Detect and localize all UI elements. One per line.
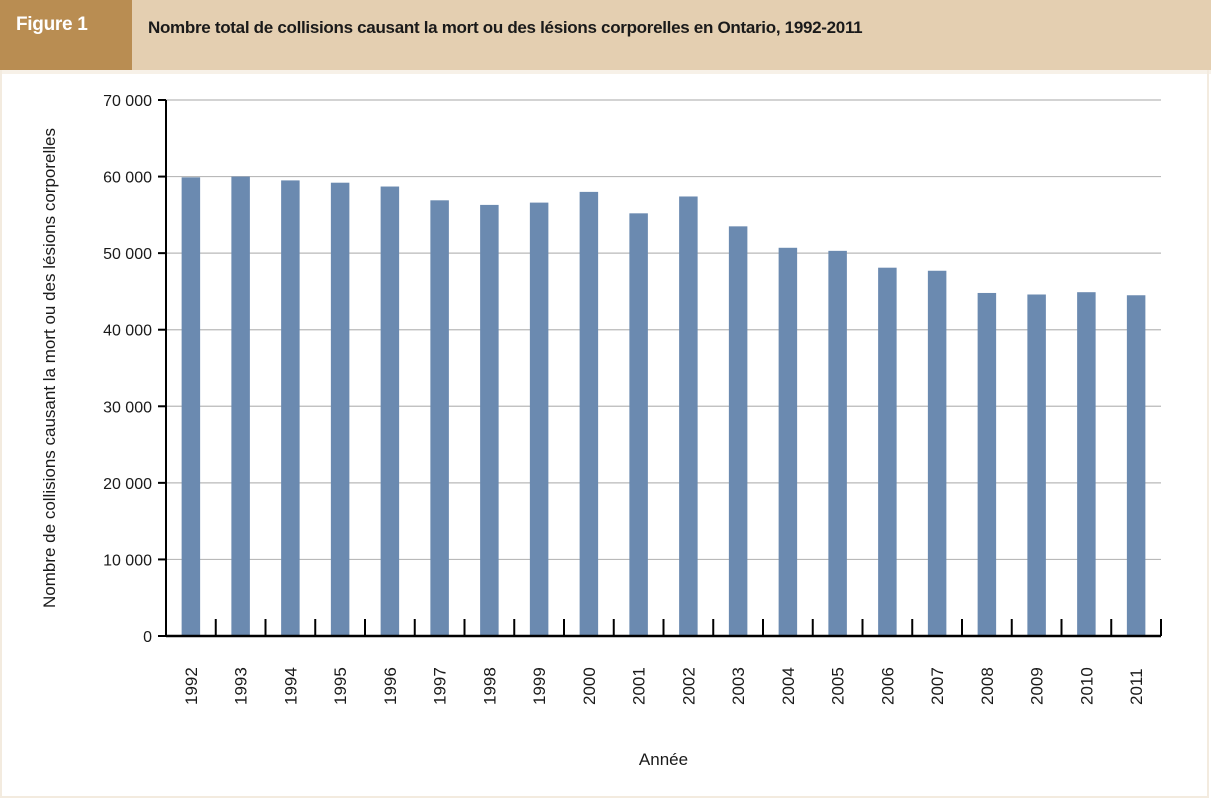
- x-tick-label: 2007: [928, 667, 947, 705]
- y-tick-label: 0: [143, 629, 152, 646]
- figure-panel-divider: [0, 70, 1211, 74]
- bar: [977, 292, 997, 636]
- figure-panel: [0, 70, 1209, 798]
- bar: [679, 196, 698, 637]
- figure-header: Figure 1 Nombre total de collisions caus…: [0, 0, 1211, 70]
- bar: [1027, 294, 1046, 636]
- bar: [330, 182, 350, 636]
- figure-title: Nombre total de collisions causant la mo…: [148, 18, 863, 37]
- x-tick-label: 1993: [232, 667, 251, 705]
- bar: [579, 191, 599, 636]
- bar: [1126, 295, 1146, 636]
- y-tick-label: 60 000: [103, 170, 152, 187]
- bar: [430, 200, 449, 636]
- bar: [878, 267, 897, 636]
- bar: [231, 176, 250, 637]
- figure-label-tab: Figure 1: [0, 0, 132, 70]
- x-tick-label: 1999: [530, 667, 549, 705]
- x-tick-label: 2010: [1077, 667, 1096, 705]
- bar: [927, 270, 947, 636]
- x-tick-label: 2000: [580, 667, 599, 705]
- x-tick-label: 2002: [679, 667, 698, 705]
- x-tick-label: 1994: [281, 667, 300, 705]
- y-tick-label: 40 000: [103, 323, 152, 340]
- x-tick-label: 1998: [480, 667, 499, 705]
- y-tick-label: 70 000: [103, 93, 152, 110]
- bar: [828, 250, 847, 637]
- bar: [281, 180, 300, 636]
- x-tick-label: 2005: [829, 667, 848, 705]
- y-tick-label: 30 000: [103, 399, 152, 416]
- x-tick-label: 2009: [1028, 667, 1047, 705]
- bar: [480, 204, 499, 636]
- x-tick-label: 1997: [431, 667, 450, 705]
- y-tick-label: 50 000: [103, 246, 152, 263]
- x-tick-label: 2004: [779, 667, 798, 705]
- y-tick-label: 20 000: [103, 476, 152, 493]
- figure-label: Figure 1: [16, 14, 88, 35]
- bar: [778, 247, 798, 637]
- x-tick-label: 1996: [381, 667, 400, 705]
- bar: [629, 213, 648, 636]
- x-tick-label: 1992: [182, 667, 201, 705]
- x-tick-label: 2003: [729, 667, 748, 705]
- x-tick-label: 2006: [878, 667, 897, 705]
- x-tick-label: 2001: [630, 667, 649, 705]
- bar: [181, 177, 201, 636]
- bar: [529, 202, 549, 636]
- x-tick-label: 1995: [331, 667, 350, 705]
- x-axis-title: Année: [639, 750, 688, 769]
- bar: [1077, 292, 1096, 636]
- y-tick-label: 10 000: [103, 552, 152, 569]
- bar: [380, 186, 400, 637]
- x-tick-label: 2008: [978, 667, 997, 705]
- y-axis-title: Nombre de collisions causant la mort ou …: [40, 128, 59, 608]
- bar: [728, 226, 748, 637]
- x-tick-label: 2011: [1127, 668, 1146, 705]
